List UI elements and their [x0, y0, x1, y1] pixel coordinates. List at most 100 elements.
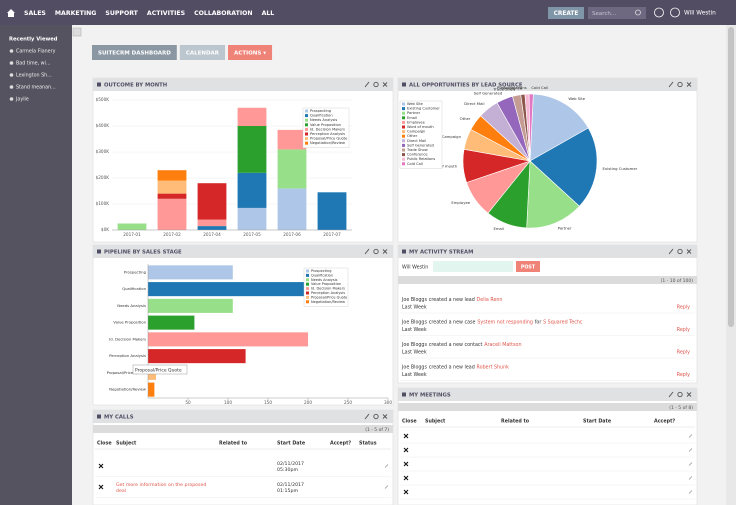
edit-row-icon[interactable]	[384, 464, 389, 468]
refresh-icon[interactable]	[677, 391, 683, 398]
close-icon[interactable]	[382, 249, 388, 254]
edit-row-icon[interactable]	[688, 490, 693, 494]
cell[interactable]: Get more information on the proposed deal	[116, 482, 206, 494]
column-header[interactable]: Start Date	[583, 419, 612, 425]
close-row-icon[interactable]	[403, 461, 409, 467]
search-placeholder[interactable]: Search...	[592, 11, 616, 17]
close-icon[interactable]	[686, 392, 692, 397]
reply-link[interactable]: Reply	[677, 350, 690, 356]
close-icon[interactable]	[382, 82, 388, 87]
edit-icon[interactable]	[668, 248, 674, 255]
refresh-icon[interactable]	[373, 413, 379, 420]
edit-icon[interactable]	[364, 248, 370, 255]
nav-item[interactable]: ALL	[262, 10, 275, 17]
y-tick-label: Proposal/Price Quote	[107, 370, 147, 375]
bar-segment	[197, 226, 227, 230]
edit-icon[interactable]	[668, 81, 674, 88]
home-icon[interactable]	[7, 9, 15, 17]
nav-item[interactable]: COLLABORATION	[194, 10, 252, 17]
legend-label: Perception Analysis	[311, 291, 345, 295]
stream-target[interactable]: System not responding	[477, 319, 533, 325]
user-name[interactable]: Will Westin	[684, 11, 716, 17]
refresh-icon[interactable]	[373, 81, 379, 88]
y-tick-label: Negotiation/Review	[109, 387, 146, 392]
dashboard-tab[interactable]	[228, 45, 273, 60]
nav-item[interactable]: SALES	[24, 10, 46, 17]
reply-link[interactable]: Reply	[677, 327, 690, 333]
recent-item[interactable]: Stand meanan...	[16, 85, 56, 91]
column-header[interactable]: Subject	[425, 419, 446, 425]
refresh-icon[interactable]	[677, 248, 683, 255]
edit-row-icon[interactable]	[384, 485, 389, 489]
close-row-icon[interactable]	[403, 489, 409, 495]
stream-related[interactable]: S Squared Techc	[543, 319, 583, 325]
tab-label[interactable]: ACTIONS ▾	[234, 50, 266, 56]
column-header[interactable]: Accept?	[330, 441, 351, 447]
close-row-icon[interactable]	[403, 447, 409, 453]
column-header[interactable]: Accept?	[654, 419, 675, 425]
column-header[interactable]: Status	[359, 441, 377, 447]
slice-label: Employee	[451, 200, 470, 205]
recent-item[interactable]: Jaylie	[15, 97, 29, 103]
stream-target[interactable]: Araceli Mattson	[484, 342, 521, 348]
post-input[interactable]	[433, 261, 513, 272]
post-button[interactable]	[516, 261, 540, 272]
close-icon[interactable]	[686, 249, 692, 254]
close-row-icon[interactable]	[403, 433, 409, 439]
column-header[interactable]: Start Date	[277, 441, 306, 447]
stream-action: created a new lead	[429, 297, 475, 303]
close-icon[interactable]	[382, 414, 388, 419]
stream-target[interactable]: Robert Shunk	[477, 364, 510, 370]
refresh-icon[interactable]	[677, 81, 683, 88]
legend-label: Value Proposition	[311, 282, 341, 286]
dashboard-tab[interactable]	[179, 45, 226, 60]
tab-label[interactable]: CALENDAR	[186, 50, 220, 56]
scroll-thumb[interactable]	[728, 27, 734, 327]
bar-segment	[157, 170, 187, 181]
stream-target[interactable]: Delia Renn	[477, 297, 503, 303]
edit-row-icon[interactable]	[688, 462, 693, 466]
close-row-icon[interactable]	[98, 463, 104, 469]
edit-icon[interactable]	[668, 391, 674, 398]
notification-icon[interactable]	[654, 7, 664, 18]
collapse-button[interactable]	[72, 27, 82, 37]
edit-row-icon[interactable]	[688, 448, 693, 452]
close-row-icon[interactable]	[403, 475, 409, 481]
y-tick-label: Needs Analysis	[117, 303, 146, 308]
nav-item[interactable]: ACTIVITIES	[147, 10, 185, 17]
recent-item[interactable]: Carmela Flanery	[16, 49, 56, 55]
close-icon[interactable]	[686, 82, 692, 87]
stream-user: Will Westin	[402, 265, 428, 271]
legend-swatch	[402, 116, 405, 120]
column-header[interactable]: Subject	[116, 441, 137, 447]
edit-icon[interactable]	[364, 413, 370, 420]
close-row-icon[interactable]	[98, 484, 104, 490]
tab-label[interactable]: SUITECRM DASHBOARD	[98, 50, 171, 56]
edit-row-icon[interactable]	[688, 476, 693, 480]
user-icon[interactable]	[670, 7, 680, 18]
create-label[interactable]: CREATE	[554, 11, 579, 17]
reply-link[interactable]: Reply	[677, 305, 690, 311]
legend-swatch	[402, 162, 405, 166]
edit-row-icon[interactable]	[688, 434, 693, 438]
create-button[interactable]	[548, 7, 584, 19]
nav-item[interactable]: SUPPORT	[105, 10, 138, 17]
post-label[interactable]: POST	[521, 265, 536, 271]
stream-connector: for	[535, 319, 542, 325]
legend-label: Web Site	[407, 102, 424, 106]
bar-segment	[277, 188, 307, 230]
recent-item[interactable]: Lexington Sh...	[16, 73, 52, 79]
column-header[interactable]: Related to	[219, 441, 248, 447]
nav-item[interactable]: MARKETING	[55, 10, 97, 17]
reply-link[interactable]: Reply	[677, 372, 690, 378]
column-header[interactable]: Related to	[501, 419, 530, 425]
refresh-icon[interactable]	[373, 248, 379, 255]
legend-label: Trade Show	[406, 148, 428, 152]
legend-box	[399, 100, 443, 169]
edit-icon[interactable]	[364, 81, 370, 88]
bar-segment	[277, 149, 307, 189]
search-box[interactable]	[588, 7, 646, 19]
recent-item[interactable]: Bad time, wi...	[16, 61, 51, 67]
legend-swatch	[305, 141, 308, 145]
dashboard-tab[interactable]	[92, 45, 177, 60]
